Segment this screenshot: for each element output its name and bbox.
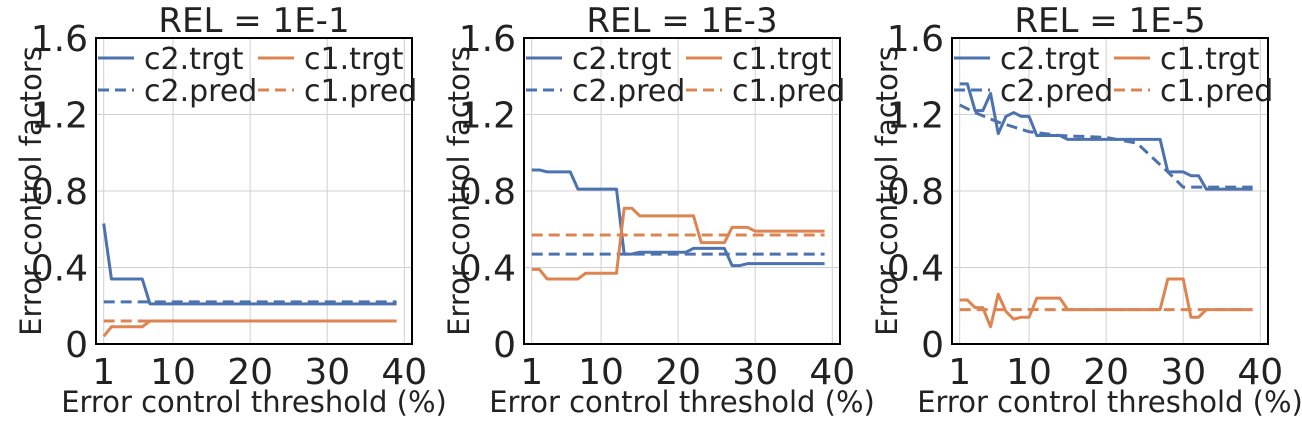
y-tick-label: 1.6 xyxy=(887,19,944,60)
chart-panel-2: 0 0.4 0.8 1.2 1.6 1 10 20 30 40 REL = 1E-3 Error co… xyxy=(442,1,875,419)
chart-title: REL = 1E-1 xyxy=(158,1,349,41)
x-tick-label: 40 xyxy=(381,352,427,393)
x-tick-label: 1 xyxy=(948,352,971,393)
x-tick-label: 40 xyxy=(809,352,855,393)
legend-label-c2-pred: c2.pred xyxy=(144,74,257,109)
x-tick-label: 30 xyxy=(732,352,778,393)
x-axis-label: Error control threshold (%) xyxy=(61,385,447,419)
y-tick-label: 1.2 xyxy=(31,96,88,137)
x-tick-label: 10 xyxy=(1006,352,1052,393)
x-tick-label: 40 xyxy=(1237,352,1283,393)
plot-frame xyxy=(951,37,1269,345)
legend-label-c2-trgt: c2.trgt xyxy=(572,42,672,77)
x-tick-label: 30 xyxy=(304,352,350,393)
y-axis-label: Error control factors xyxy=(870,46,904,336)
x-tick-label: 30 xyxy=(1160,352,1206,393)
y-tick-label: 0.4 xyxy=(459,249,516,290)
y-tick-label: 0.4 xyxy=(887,249,944,290)
series-line-c2-pred xyxy=(959,103,1253,189)
legend-label-c1-pred: c1.pred xyxy=(1160,74,1273,109)
y-axis-label: Error control factors xyxy=(442,46,476,336)
legend-label-c1-trgt: c1.trgt xyxy=(304,42,404,77)
y-tick-label: 0.4 xyxy=(31,249,88,290)
legend-label-c2-pred: c2.pred xyxy=(1000,74,1113,109)
series-line-c2-trgt xyxy=(959,82,1253,191)
y-tick-label: 1.6 xyxy=(459,19,516,60)
chart-title: REL = 1E-3 xyxy=(586,1,777,41)
y-tick-label: 0 xyxy=(65,325,88,366)
y-tick-label: 0.8 xyxy=(31,172,88,213)
y-tick-label: 0 xyxy=(921,325,944,366)
y-tick-label: 1.2 xyxy=(459,96,516,137)
x-tick-label: 20 xyxy=(655,352,701,393)
chart-title: REL = 1E-5 xyxy=(1014,1,1205,41)
legend-label-c2-pred: c2.pred xyxy=(572,74,685,109)
x-tick-label: 1 xyxy=(92,352,115,393)
chart-panel-3: 0 0.4 0.8 1.2 1.6 1 10 20 30 40 REL = 1E-5 Error co… xyxy=(870,1,1302,419)
y-tick-label: 0 xyxy=(493,325,516,366)
plot-frame xyxy=(523,37,841,345)
series-line-c1-trgt xyxy=(531,206,825,281)
x-axis-label: Error control threshold (%) xyxy=(917,385,1302,419)
legend-label-c1-trgt: c1.trgt xyxy=(1160,42,1260,77)
series-line-c2-trgt xyxy=(102,223,397,306)
x-tick-label: 10 xyxy=(150,352,196,393)
legend-label-c1-pred: c1.pred xyxy=(732,74,845,109)
chart-panel-1: 0 0.4 0.8 1.2 1.6 1 10 20 30 40 REL = 1E-1 Error co… xyxy=(14,1,447,419)
series-line-c2-trgt xyxy=(531,168,825,268)
y-tick-label: 1.6 xyxy=(31,19,88,60)
x-axis-label: Error control threshold (%) xyxy=(489,385,875,419)
legend-label-c2-trgt: c2.trgt xyxy=(1000,42,1100,77)
x-tick-label: 10 xyxy=(578,352,624,393)
y-axis-label: Error control factors xyxy=(14,46,48,336)
plot-frame xyxy=(95,37,413,345)
legend-label-c1-trgt: c1.trgt xyxy=(732,42,832,77)
x-tick-label: 20 xyxy=(227,352,273,393)
legend-label-c2-trgt: c2.trgt xyxy=(144,42,244,77)
legend-label-c1-pred: c1.pred xyxy=(304,74,417,109)
x-tick-label: 20 xyxy=(1083,352,1129,393)
y-tick-label: 1.2 xyxy=(887,96,944,137)
y-tick-label: 0.8 xyxy=(887,172,944,213)
y-tick-label: 0.8 xyxy=(459,172,516,213)
x-tick-label: 1 xyxy=(520,352,543,393)
